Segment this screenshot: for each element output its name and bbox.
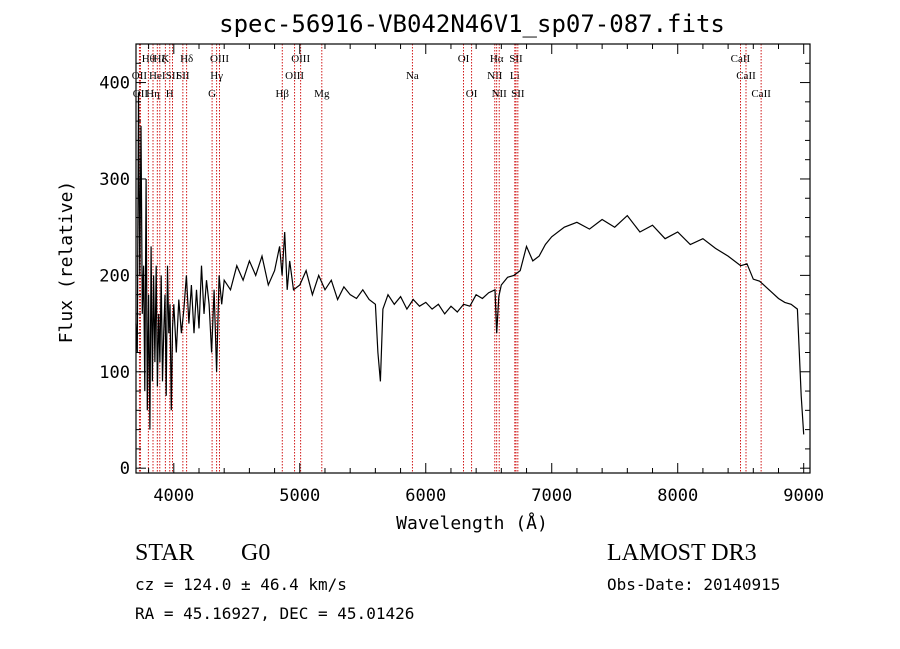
line-marker-label-11: G bbox=[208, 88, 216, 100]
x-tick-label-1: 5000 bbox=[279, 486, 320, 506]
x-tick-label-2: 6000 bbox=[405, 486, 446, 506]
line-marker-label-1: OII bbox=[133, 88, 149, 100]
x-tick-label-0: 4000 bbox=[153, 486, 194, 506]
x-tick-label-4: 8000 bbox=[657, 486, 698, 506]
line-marker-label-6: K bbox=[161, 53, 169, 65]
line-marker-label-2: Hθ bbox=[142, 53, 155, 65]
y-tick-label-0: 0 bbox=[120, 459, 130, 479]
line-marker-label-29: CaII bbox=[751, 88, 771, 100]
redshift-value: cz = 124.0 ± 46.4 km/s bbox=[135, 575, 347, 594]
survey-name: LAMOST DR3 bbox=[607, 540, 757, 566]
y-axis-label: Flux (relative) bbox=[56, 181, 77, 344]
line-marker-label-9: SII bbox=[176, 70, 190, 82]
x-tick-label-5: 9000 bbox=[783, 486, 824, 506]
line-marker-label-12: Hγ bbox=[210, 70, 223, 82]
line-marker-label-27: CaII bbox=[731, 53, 751, 65]
x-axis: 4000 5000 6000 7000 8000 9000 bbox=[148, 44, 824, 506]
plot-frame bbox=[135, 43, 811, 474]
y-tick-label-2: 200 bbox=[99, 266, 130, 286]
line-marker-label-13: OIII bbox=[210, 53, 229, 65]
line-marker-label-22: Hα bbox=[490, 53, 504, 65]
line-marker-label-15: OIII bbox=[285, 70, 304, 82]
line-marker-label-5: Hζ bbox=[154, 53, 167, 65]
line-marker-label-14: Hβ bbox=[275, 88, 289, 100]
line-marker-label-3: Hη bbox=[146, 88, 160, 100]
line-marker-label-19: OI bbox=[458, 53, 470, 65]
line-marker-label-0: OII bbox=[132, 70, 148, 82]
chart-title: spec-56916-VB042N46V1_sp07-087.fits bbox=[219, 10, 725, 38]
y-tick-label-4: 400 bbox=[99, 74, 130, 94]
line-marker-label-8: SII bbox=[166, 70, 180, 82]
line-marker-label-16: OIII bbox=[291, 53, 310, 65]
object-class: STAR bbox=[135, 540, 195, 566]
spectrum-line bbox=[135, 92, 805, 435]
line-marker-label-10: Hδ bbox=[180, 53, 193, 65]
y-tick-label-3: 300 bbox=[99, 170, 130, 190]
line-marker-label-21: NII bbox=[487, 70, 503, 82]
line-marker-label-20: OI bbox=[466, 88, 478, 100]
line-marker-label-26: SII bbox=[511, 88, 525, 100]
x-tick-label-3: 7000 bbox=[531, 486, 572, 506]
obs-date: Obs-Date: 20140915 bbox=[607, 575, 781, 594]
line-marker-label-25: SII bbox=[509, 53, 523, 65]
object-subclass: G0 bbox=[241, 540, 271, 566]
line-marker-label-4: HeI bbox=[149, 70, 166, 82]
x-axis-label: Wavelength (Å) bbox=[396, 512, 548, 534]
line-marker-label-24: Li bbox=[510, 70, 520, 82]
line-marker-label-7: H bbox=[166, 88, 174, 100]
y-tick-label-1: 100 bbox=[99, 363, 130, 383]
line-marker-label-23: NII bbox=[492, 88, 508, 100]
line-marker-label-18: Na bbox=[406, 70, 419, 82]
coordinates: RA = 45.16927, DEC = 45.01426 bbox=[135, 604, 415, 623]
line-markers: OIIOIIHθHηHeIHζKHSIISIIHδGHγOIIIHβOIIIOI… bbox=[132, 44, 771, 473]
line-marker-label-28: CaII bbox=[736, 70, 756, 82]
line-marker-label-17: Mg bbox=[314, 88, 330, 100]
y-axis: 0 100 200 300 400 bbox=[99, 62, 810, 479]
